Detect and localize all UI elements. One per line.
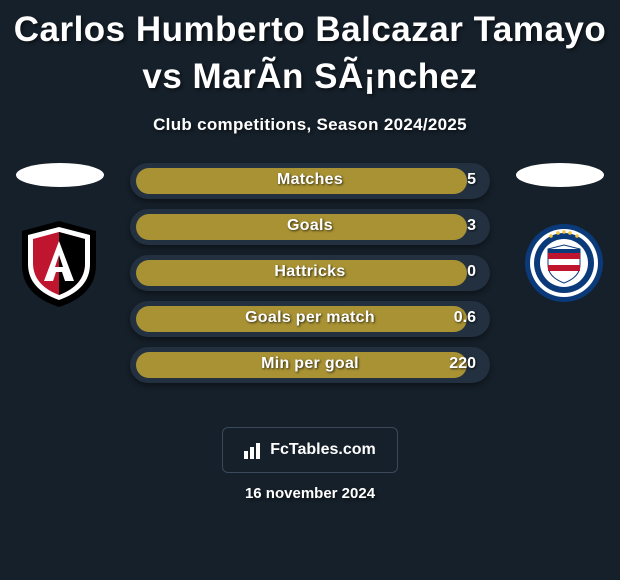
stat-label: Goals	[130, 217, 490, 235]
stat-value: 220	[449, 355, 476, 373]
branding-badge: FcTables.com	[222, 427, 398, 473]
stat-row: Min per goal220	[130, 347, 490, 383]
stat-row: Goals3	[130, 209, 490, 245]
comparison-area: Matches5Goals3Hattricks0Goals per match0…	[0, 163, 620, 413]
stat-label: Goals per match	[130, 309, 490, 327]
stat-row: Matches5	[130, 163, 490, 199]
stat-value: 3	[467, 217, 476, 235]
stat-value: 0	[467, 263, 476, 281]
stat-label: Matches	[130, 171, 490, 189]
stat-label: Hattricks	[130, 263, 490, 281]
stat-value: 5	[467, 171, 476, 189]
branding-text: FcTables.com	[270, 441, 376, 459]
page-title: Carlos Humberto Balcazar Tamayo vs MarÃ­…	[0, 0, 620, 101]
player-photo-right	[516, 163, 604, 187]
date-label: 16 november 2024	[0, 485, 620, 502]
team-crest-left	[18, 219, 100, 309]
stat-row: Goals per match0.6	[130, 301, 490, 337]
stat-label: Min per goal	[130, 355, 490, 373]
team-crest-right	[524, 223, 604, 303]
subtitle: Club competitions, Season 2024/2025	[0, 115, 620, 135]
stat-value: 0.6	[454, 309, 476, 327]
chart-icon	[244, 441, 264, 459]
player-photo-left	[16, 163, 104, 187]
stat-row: Hattricks0	[130, 255, 490, 291]
